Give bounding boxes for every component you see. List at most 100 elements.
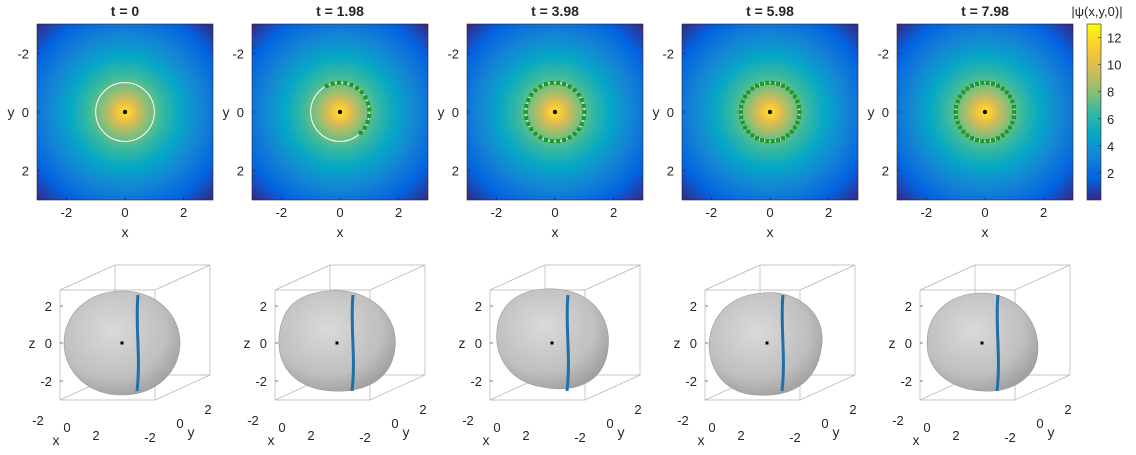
vortex-marker bbox=[556, 139, 561, 144]
vortex-marker bbox=[746, 90, 751, 95]
colorbar-tick-label: 2 bbox=[1107, 166, 1114, 181]
vortex-marker bbox=[1011, 104, 1016, 109]
surface-panel-5: 2 0 -2 z -2 0 2 x 2 0 -2 y bbox=[889, 264, 1072, 448]
y-tick-label: -2 bbox=[17, 46, 29, 61]
vortex-marker bbox=[743, 125, 748, 130]
box-edge bbox=[489, 264, 546, 291]
vortex-line bbox=[565, 294, 570, 392]
vortex-marker bbox=[526, 121, 531, 126]
y-axis-label: y bbox=[868, 104, 875, 120]
x-tick-label: 2 bbox=[737, 428, 744, 443]
y-tick-label: -2 bbox=[662, 46, 674, 61]
vortex-marker bbox=[770, 80, 775, 85]
center-marker bbox=[550, 341, 554, 345]
vortex-marker bbox=[739, 104, 744, 109]
z-tick-label: 2 bbox=[45, 299, 52, 314]
vortex-marker bbox=[974, 81, 979, 86]
box-edge bbox=[919, 264, 976, 291]
vortex-marker bbox=[556, 80, 561, 85]
vortex-marker bbox=[965, 86, 970, 91]
x-tick-label: 0 bbox=[336, 205, 343, 220]
vortex-marker bbox=[581, 116, 586, 121]
vortex-marker bbox=[572, 88, 577, 93]
vortex-marker bbox=[523, 110, 528, 114]
heatmap-panel-3: t = 3.98 -2 0 2 x -2 0 2 y bbox=[438, 3, 644, 240]
x-axis-label: x bbox=[483, 432, 490, 448]
center-marker bbox=[120, 341, 124, 345]
x-tick-label: 0 bbox=[63, 420, 70, 435]
vortex-marker bbox=[543, 137, 548, 142]
vortex-marker bbox=[1000, 133, 1005, 138]
vortex-marker bbox=[961, 129, 966, 134]
vortex-marker bbox=[789, 90, 794, 95]
x-axis-label: x bbox=[53, 432, 60, 448]
vortex-marker bbox=[996, 136, 1001, 141]
z-axis-label: z bbox=[674, 335, 681, 351]
y-axis-label: y bbox=[438, 104, 445, 120]
heatmap-panel-4: t = 5.98 -2 0 2 x -2 0 2 y bbox=[653, 3, 859, 240]
x-tick-label: 2 bbox=[825, 205, 832, 220]
y-axis-label: y bbox=[653, 104, 660, 120]
vortex-marker bbox=[365, 120, 370, 125]
x-axis-label: x bbox=[337, 224, 344, 240]
heatmap-panel-2: t = 1.98 -2 0 2 x -2 0 2 y bbox=[223, 3, 429, 240]
vortex-marker bbox=[776, 81, 781, 86]
panel-title: t = 0 bbox=[111, 3, 140, 19]
z-axis-label: z bbox=[889, 335, 896, 351]
x-tick-label: 2 bbox=[952, 428, 959, 443]
y-axis-label: y bbox=[8, 104, 15, 120]
vortex-marker bbox=[991, 81, 996, 86]
x-tick-label: -2 bbox=[247, 413, 259, 428]
vortex-marker bbox=[349, 82, 354, 87]
vortex-marker bbox=[529, 92, 534, 97]
z-axis-label: z bbox=[244, 335, 251, 351]
vortex-marker bbox=[549, 139, 554, 144]
surface-panel-4: 2 0 -2 z -2 0 2 x 2 0 -2 y bbox=[674, 264, 857, 448]
y-tick-label: 2 bbox=[204, 402, 211, 417]
vortex-marker bbox=[955, 99, 960, 104]
z-tick-label: 0 bbox=[45, 336, 52, 351]
vortex-marker bbox=[343, 81, 348, 86]
y-tick-label: -2 bbox=[359, 430, 371, 445]
vortex-marker bbox=[362, 125, 367, 130]
box-edge bbox=[1014, 374, 1071, 401]
vortex-marker bbox=[529, 127, 534, 132]
vortex-marker bbox=[795, 99, 800, 104]
y-tick-label: -2 bbox=[1004, 430, 1016, 445]
vortex-marker bbox=[366, 101, 371, 106]
vortex-marker bbox=[524, 103, 529, 108]
x-axis-label: x bbox=[552, 224, 559, 240]
z-tick-label: -2 bbox=[900, 374, 912, 389]
box-edge bbox=[584, 374, 641, 401]
colorbar-tick-label: 4 bbox=[1107, 139, 1114, 154]
surface-panel-3: 2 0 -2 z -2 0 2 x 2 0 -2 y bbox=[459, 264, 642, 448]
x-tick-label: 2 bbox=[92, 428, 99, 443]
vortex-marker bbox=[789, 129, 794, 134]
x-tick-label: -2 bbox=[677, 413, 689, 428]
vortex-marker bbox=[792, 125, 797, 130]
z-tick-label: 0 bbox=[475, 336, 482, 351]
condensate-surface bbox=[278, 290, 396, 392]
x-axis-label: x bbox=[982, 224, 989, 240]
y-tick-label: 2 bbox=[1064, 402, 1071, 417]
vortex-marker bbox=[759, 81, 764, 86]
vortex-marker bbox=[743, 94, 748, 99]
z-tick-label: 0 bbox=[905, 336, 912, 351]
y-tick-label: -2 bbox=[232, 46, 244, 61]
vortex-marker bbox=[562, 137, 567, 142]
vortex-marker bbox=[785, 133, 790, 138]
vortex-marker bbox=[750, 86, 755, 91]
center-marker bbox=[552, 109, 558, 115]
x-tick-label: 0 bbox=[708, 420, 715, 435]
vortex-marker bbox=[781, 136, 786, 141]
colorbar-tick-label: 8 bbox=[1107, 85, 1114, 100]
heatmap-panel-1: t = 0 -2 0 2 x -2 0 2 y bbox=[8, 3, 214, 240]
density-ring bbox=[95, 82, 155, 142]
colorbar-tick-label: 10 bbox=[1107, 58, 1121, 73]
z-tick-label: 0 bbox=[690, 336, 697, 351]
colorbar-tick-label: 12 bbox=[1107, 31, 1121, 46]
vortex-marker bbox=[746, 129, 751, 134]
y-tick-label: -2 bbox=[144, 430, 156, 445]
